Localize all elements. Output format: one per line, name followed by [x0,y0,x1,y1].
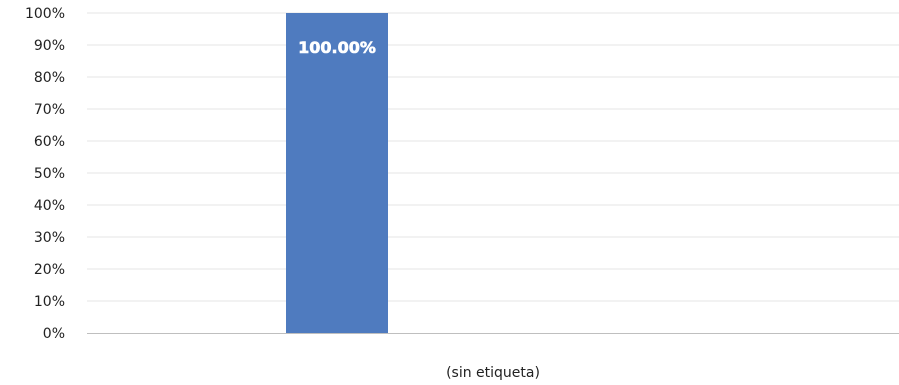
data-labels: 100.00% [298,38,376,58]
y-tick-label: 30% [34,230,65,246]
bar [286,13,388,333]
y-tick-label: 10% [34,294,65,310]
y-tick-label: 90% [34,38,65,54]
bars [286,13,388,333]
data-label: 100.00% [298,38,376,57]
x-category-label: (sin etiqueta) [446,365,540,381]
y-tick-label: 50% [34,166,65,182]
y-tick-label: 60% [34,134,65,150]
y-tick-label: 20% [34,262,65,278]
grid-lines [87,12,899,302]
y-tick-label: 70% [34,102,65,118]
x-axis-category-labels: (sin etiqueta) [446,365,540,381]
y-tick-label: 80% [34,70,65,86]
y-tick-label: 40% [34,198,65,214]
y-tick-label: 100% [25,6,65,22]
y-tick-label: 0% [43,326,65,342]
y-axis-tick-labels: 0% 10% 20% 30% 40% 50% 60% 70% 80% 90% 100% [25,6,65,342]
